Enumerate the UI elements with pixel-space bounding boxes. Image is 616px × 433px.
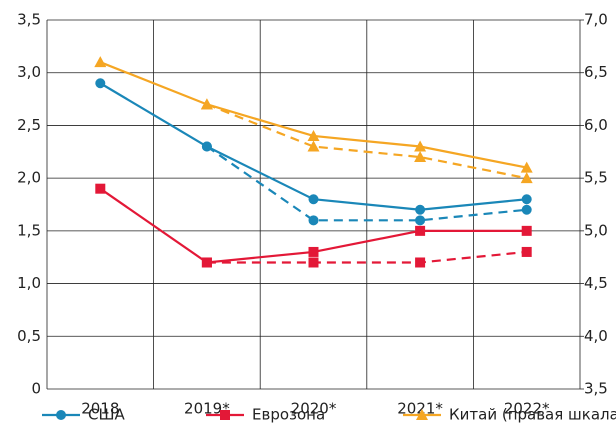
legend-marker [220,410,230,420]
x-tick-label: 2020* [291,400,337,418]
point [201,257,212,268]
point [521,225,532,236]
point [308,257,319,268]
y-tick-label: 2,5 [17,116,41,134]
x-tick-label: 2018 [81,400,119,418]
point [414,151,427,163]
series-line [99,61,527,169]
y2-tick-label: 4,0 [584,327,608,345]
y2-tick-label: 5,0 [584,221,608,239]
legend-marker [416,409,428,420]
legend-marker [56,410,66,420]
legend-label: Еврозона [252,406,325,424]
y-tick-label: 0 [31,380,41,398]
legend-label: США [88,406,126,424]
y2-tick-label: 5,5 [584,169,608,187]
series-line-dashed [206,145,527,222]
point [200,98,213,110]
x-tick-label: 2022* [504,400,550,418]
legend-label: Китай (правая шкала) [449,406,616,424]
point [414,140,427,152]
y2-tick-label: 7,0 [584,11,608,29]
point [95,78,106,89]
y-tick-label: 3,5 [17,11,41,29]
point [201,141,212,152]
y2-tick-label: 3,5 [584,380,608,398]
y-tick-label: 1,5 [17,221,41,239]
point [521,246,532,257]
point [520,161,533,173]
point [308,215,319,226]
point [307,129,320,141]
series-line-dashed [206,103,527,180]
point [95,183,106,194]
point [521,194,532,205]
x-tick-label: 2019* [184,400,230,418]
y2-tick-label: 6,5 [584,63,608,81]
point [308,246,319,257]
point [94,56,107,68]
point [415,225,426,236]
point [307,140,320,152]
x-tick-label: 2021* [397,400,443,418]
point [520,172,533,184]
point [415,215,426,226]
y2-tick-label: 4,5 [584,274,608,292]
y-tick-label: 3,0 [17,63,41,81]
y-tick-label: 0,5 [17,327,41,345]
y-tick-label: 1,0 [17,274,41,292]
y-tick-label: 2,0 [17,169,41,187]
point [415,204,426,215]
point [521,204,532,215]
point [308,194,319,205]
point [415,257,426,268]
y2-tick-label: 6,0 [584,116,608,134]
series-line-dashed [206,250,527,264]
